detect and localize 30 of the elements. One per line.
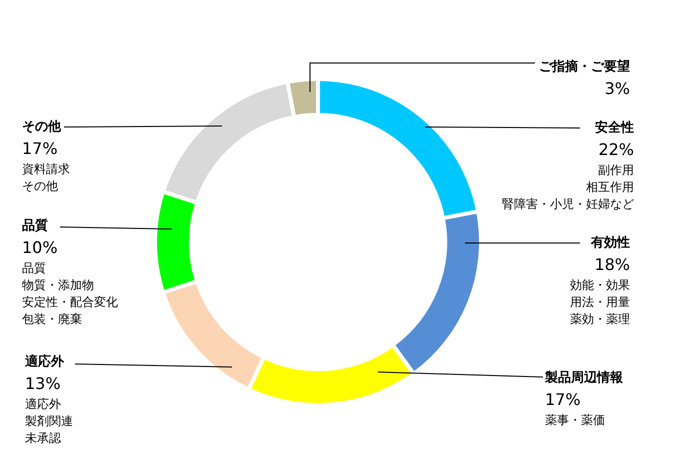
text: 品質 xyxy=(22,261,46,276)
slice-label: その他 xyxy=(22,119,62,134)
text: 薬事・薬価 xyxy=(545,413,605,428)
text: その他 xyxy=(22,179,58,194)
slice-label: 適応外 xyxy=(24,353,65,370)
data-label: 10% xyxy=(22,238,58,258)
text: 製剤関連 xyxy=(25,414,73,428)
slice-label: 品質 xyxy=(22,217,48,234)
text: 安定性・配合変化 xyxy=(22,295,118,310)
text: 副作用 xyxy=(598,163,634,178)
data-label: 13% xyxy=(25,374,61,394)
text: 用法・用量 xyxy=(570,295,630,310)
text: 薬効・薬理 xyxy=(570,312,630,326)
data-label: 17% xyxy=(22,139,58,158)
text: 物質・添加物 xyxy=(22,278,94,292)
text: 資料請求 xyxy=(22,162,70,176)
text: 包装・廃棄 xyxy=(22,312,82,326)
text: 腎障害・小児・妊婦など xyxy=(502,197,634,212)
text: 相互作用 xyxy=(586,180,634,194)
data-label: 18% xyxy=(594,255,630,274)
data-label: 22% xyxy=(598,140,634,160)
data-label: 3% xyxy=(604,79,630,98)
slice-label: 製品周辺情報 xyxy=(544,369,624,386)
text: 未承認 xyxy=(25,431,61,446)
slice-label: 有効性 xyxy=(590,234,630,250)
text: 効能・効果 xyxy=(570,278,630,292)
text: 適応外 xyxy=(25,397,61,412)
data-label: 17% xyxy=(545,390,581,410)
slice-label: ご指摘・ご要望 xyxy=(539,58,630,74)
slice-label: 安全性 xyxy=(595,119,634,136)
